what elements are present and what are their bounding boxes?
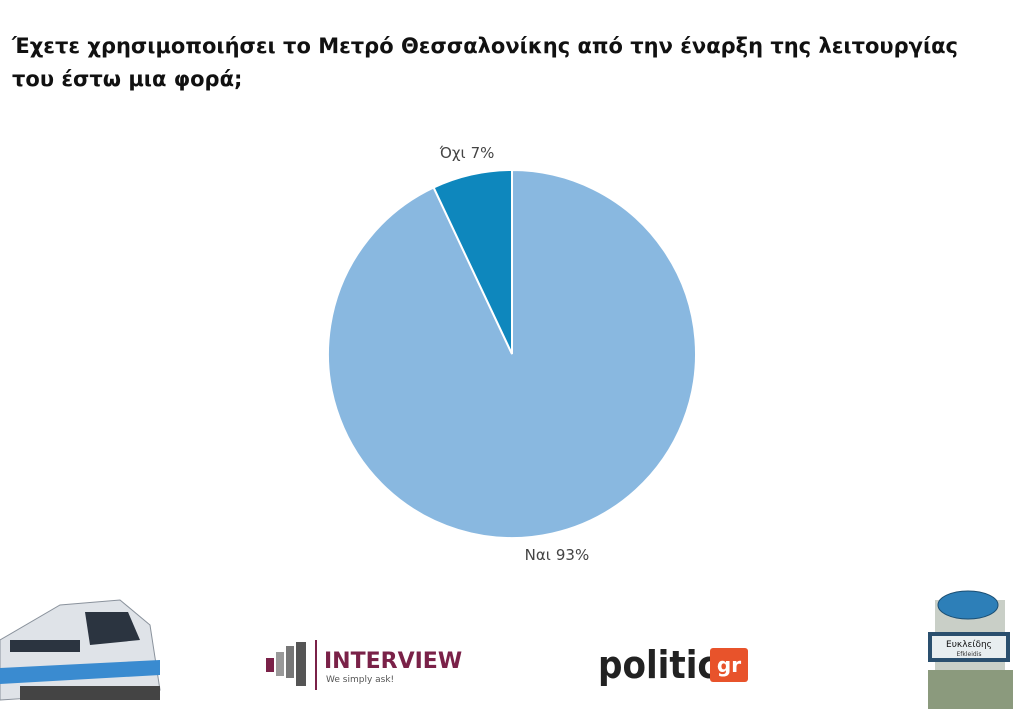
pie-slice: [432, 168, 513, 355]
politic-logo: politic gr: [598, 643, 748, 687]
category-label: Ναι: [525, 546, 551, 564]
interview-logo: INTERVIEW We simply ask!: [266, 640, 462, 690]
train-image: [0, 599, 161, 701]
station-latin: Efkleidis: [956, 651, 981, 658]
interview-text: INTERVIEW: [324, 649, 462, 674]
category-label: Όχι: [439, 143, 466, 161]
interview-tagline: We simply ask!: [326, 675, 394, 685]
station-sign: Ευκλείδης Efkleidis: [928, 590, 1013, 709]
chart-title: Έχετε χρησιμοποιήσει το Μετρό Θεσσαλονίκ…: [12, 34, 959, 91]
station-name: Ευκλείδης: [946, 640, 992, 650]
data-label: Ναι 93%: [525, 546, 590, 564]
value-label: 7%: [471, 143, 495, 161]
politic-text: politic: [598, 643, 718, 687]
value-label: 93%: [556, 546, 589, 564]
politic-suffix: gr: [717, 653, 741, 677]
data-label: Όχι 7%: [439, 143, 495, 161]
